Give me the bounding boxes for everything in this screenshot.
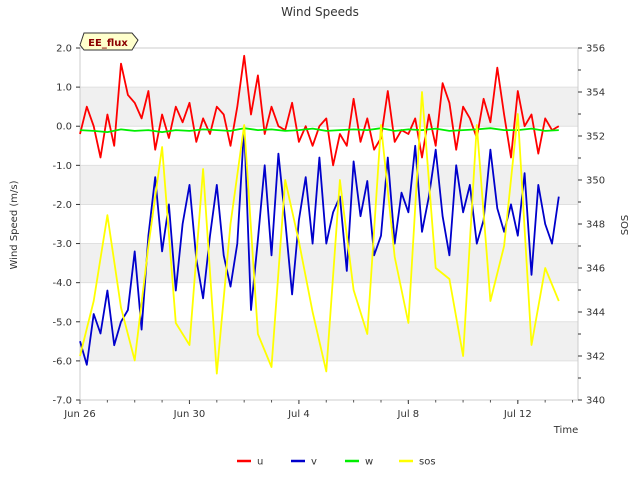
series-layer bbox=[79, 54, 560, 375]
y-tick-label: 1.0 bbox=[56, 83, 72, 94]
series-sos bbox=[79, 91, 560, 375]
y2-tick-label: 348 bbox=[586, 220, 605, 231]
legend-label-sos: sos bbox=[419, 457, 436, 468]
y2-tick-label: 340 bbox=[586, 396, 605, 407]
y-tick-label: -6.0 bbox=[52, 356, 72, 367]
legend-label-u: u bbox=[257, 457, 263, 468]
series-u bbox=[79, 54, 560, 167]
y2-axis-label: SOS bbox=[620, 215, 631, 236]
x-axis-label: Time bbox=[553, 425, 578, 436]
badge-label: EE_flux bbox=[88, 38, 128, 49]
y-tick-label: -7.0 bbox=[52, 396, 72, 407]
badge: EE_flux bbox=[79, 32, 139, 51]
y2-tick-label: 352 bbox=[586, 132, 605, 143]
y-tick-label: 2.0 bbox=[56, 44, 72, 55]
x-tick-label: Jul 4 bbox=[287, 409, 310, 420]
x-tick-label: Jul 12 bbox=[503, 409, 532, 420]
y-axis-label: Wind Speed (m/s) bbox=[9, 180, 20, 269]
y2-tick-label: 350 bbox=[586, 176, 605, 187]
y-tick-label: 0.0 bbox=[56, 122, 72, 133]
x-tick-label: Jul 8 bbox=[397, 409, 420, 420]
y-tick-label: -4.0 bbox=[52, 278, 72, 289]
y2-tick-label: 344 bbox=[586, 308, 605, 319]
x-tick-label: Jun 30 bbox=[173, 409, 206, 420]
axes: 2.0 1.0 0.0 -1.0 -2.0 -3.0 -4.0 -5.0 -6.0 -7.0 356… bbox=[52, 44, 605, 421]
chart-title: Wind Speeds bbox=[281, 5, 359, 19]
legend-label-w: w bbox=[365, 457, 373, 468]
series-v bbox=[79, 125, 560, 366]
y2-tick-label: 354 bbox=[586, 88, 605, 99]
x-tick-label: Jun 26 bbox=[63, 409, 96, 420]
legend: u v w sos bbox=[237, 457, 436, 468]
y-tick-label: -5.0 bbox=[52, 317, 72, 328]
badge-shape bbox=[79, 32, 139, 51]
legend-label-v: v bbox=[311, 457, 317, 468]
y2-tick-label: 346 bbox=[586, 264, 605, 275]
y-tick-label: -2.0 bbox=[52, 200, 72, 211]
series-w bbox=[79, 127, 559, 134]
y2-tick-label: 356 bbox=[586, 44, 605, 55]
y-tick-label: -1.0 bbox=[52, 161, 72, 172]
y-tick-label: -3.0 bbox=[52, 239, 72, 250]
y2-tick-label: 342 bbox=[586, 352, 605, 363]
